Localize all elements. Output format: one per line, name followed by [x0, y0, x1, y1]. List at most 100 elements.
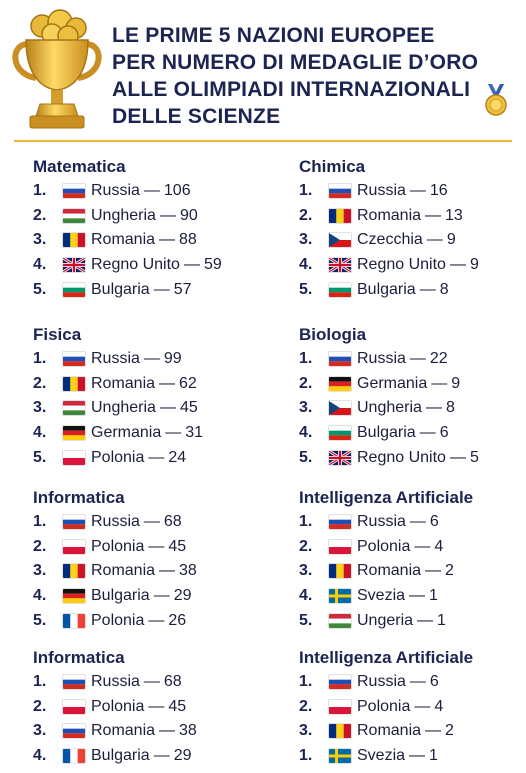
flag-uk-icon [63, 258, 85, 273]
dash-separator: — [409, 673, 426, 691]
list-item: 5. Bulgaria —8 [299, 277, 526, 302]
list-item: 4. Bulgaria —29 [33, 744, 273, 769]
list-item: 1. Russia —68 [33, 670, 273, 695]
country-name: Bulgaria [357, 280, 416, 298]
rank-number: 2. [33, 697, 47, 715]
dash-separator: — [417, 611, 434, 629]
flag-france-icon [63, 749, 85, 764]
dash-separator: — [409, 182, 426, 200]
dash-separator: — [414, 537, 431, 555]
flag-romania-icon [63, 376, 85, 391]
gold-medal-count: 24 [168, 448, 187, 466]
country-name: Polonia [91, 697, 145, 715]
country-name: Romania [357, 562, 422, 580]
flag-russia-icon [63, 515, 85, 530]
dash-separator: — [414, 697, 431, 715]
title-line-3: ALLE OLIMPIADI INTERNAZIONALI [112, 78, 471, 101]
rank-number: 4. [299, 424, 313, 442]
country-name: Polonia [357, 697, 411, 715]
country-name: Germania [357, 374, 428, 392]
country-name: Polonia [357, 537, 411, 555]
gold-medal-count: 59 [203, 256, 222, 274]
country-name: Russia [357, 182, 406, 200]
flag-romania-icon [329, 564, 351, 579]
gold-medal-count: 13 [445, 206, 463, 224]
list-item: 3. Romania —2 [299, 719, 526, 744]
flag-russia-icon [329, 184, 351, 199]
flag-hungary-icon [63, 401, 85, 416]
list-item: 2. Polonia —4 [299, 535, 526, 560]
country-name: Bulgaria [91, 587, 150, 605]
gold-medal-count: 99 [163, 350, 182, 368]
country-name: Regno Unito [357, 448, 446, 466]
list-item: 3. Romania —38 [33, 559, 273, 584]
dash-separator: — [159, 399, 176, 417]
rank-number: 2. [299, 697, 313, 715]
gold-medal-count: 45 [168, 697, 187, 715]
country-name: Polonia [91, 611, 145, 629]
rank-number: 4. [299, 587, 313, 605]
dash-separator: — [159, 374, 176, 392]
list-item: 4. Bulgaria —6 [299, 421, 526, 446]
gold-medal-count: 38 [179, 562, 197, 580]
section-title: Chimica [299, 157, 366, 176]
country-name: Russia [357, 513, 406, 531]
rank-number: 1. [33, 513, 47, 531]
country-name: Germania [91, 424, 162, 442]
flag-sweden-icon [329, 749, 351, 764]
gold-medal-count: 29 [173, 587, 192, 605]
list-item: 1. Russia —99 [33, 347, 273, 372]
country-name: Russia [91, 182, 140, 200]
country-name: Russia [91, 350, 140, 368]
flag-bulgaria-icon [329, 282, 351, 297]
section-title: Fisica [33, 325, 82, 344]
rank-number: 5. [33, 611, 47, 629]
flag-czechia-icon [329, 233, 351, 248]
rank-number: 3. [299, 399, 313, 417]
dash-separator: — [449, 448, 466, 466]
rank-number: 2. [33, 537, 47, 555]
country-name: Czecchia [357, 231, 423, 249]
rank-number: 2. [299, 374, 313, 392]
country-name: Romania [357, 722, 422, 740]
dash-separator: — [148, 448, 165, 466]
list-item: 5. Ungeria —1 [299, 608, 526, 633]
flag-hungary-icon [63, 208, 85, 223]
list-item: 1. Russia —106 [33, 179, 273, 204]
country-name: Bulgaria [91, 280, 150, 298]
flag-uk-icon [329, 258, 351, 273]
flag-russia-icon [63, 352, 85, 367]
dash-separator: — [419, 424, 436, 442]
list-item: 2. Polonia —45 [33, 535, 273, 560]
country-name: Russia [91, 513, 140, 531]
section-title: Informatica [33, 648, 125, 667]
rank-number: 4. [299, 256, 313, 274]
list-item: 3. Romania —2 [299, 559, 526, 584]
gold-medal-count: 68 [163, 673, 182, 691]
rank-number: 4. [33, 587, 47, 605]
flag-poland-icon [329, 699, 351, 714]
rank-number: 1. [299, 747, 313, 765]
trophy-icon [12, 9, 102, 129]
section-title: Matematica [33, 157, 126, 176]
rank-number: 2. [33, 374, 47, 392]
dash-separator: — [426, 231, 443, 249]
rank-number: 4. [33, 256, 47, 274]
section-intelligenza-artificiale: Intelligenza Artificiale 1. Russia —6 2. Pol… [299, 486, 526, 633]
country-name: Svezia [357, 747, 406, 765]
rank-number: 1. [299, 673, 313, 691]
gold-medal-count: 6 [429, 513, 439, 531]
rank-number: 3. [33, 231, 47, 249]
flag-russia-icon [329, 515, 351, 530]
dash-separator: — [148, 611, 165, 629]
list-item: 4. Regno Unito —59 [33, 253, 273, 278]
dash-separator: — [409, 747, 426, 765]
gold-medal-count: 45 [179, 399, 198, 417]
country-name: Russia [357, 350, 406, 368]
gold-medal-count: 106 [163, 182, 191, 200]
country-name: Ungheria [91, 399, 156, 417]
dash-separator: — [409, 350, 426, 368]
list-item: 5. Bulgaria —57 [33, 277, 273, 302]
country-name: Regno Unito [91, 256, 180, 274]
flag-poland-icon [63, 699, 85, 714]
